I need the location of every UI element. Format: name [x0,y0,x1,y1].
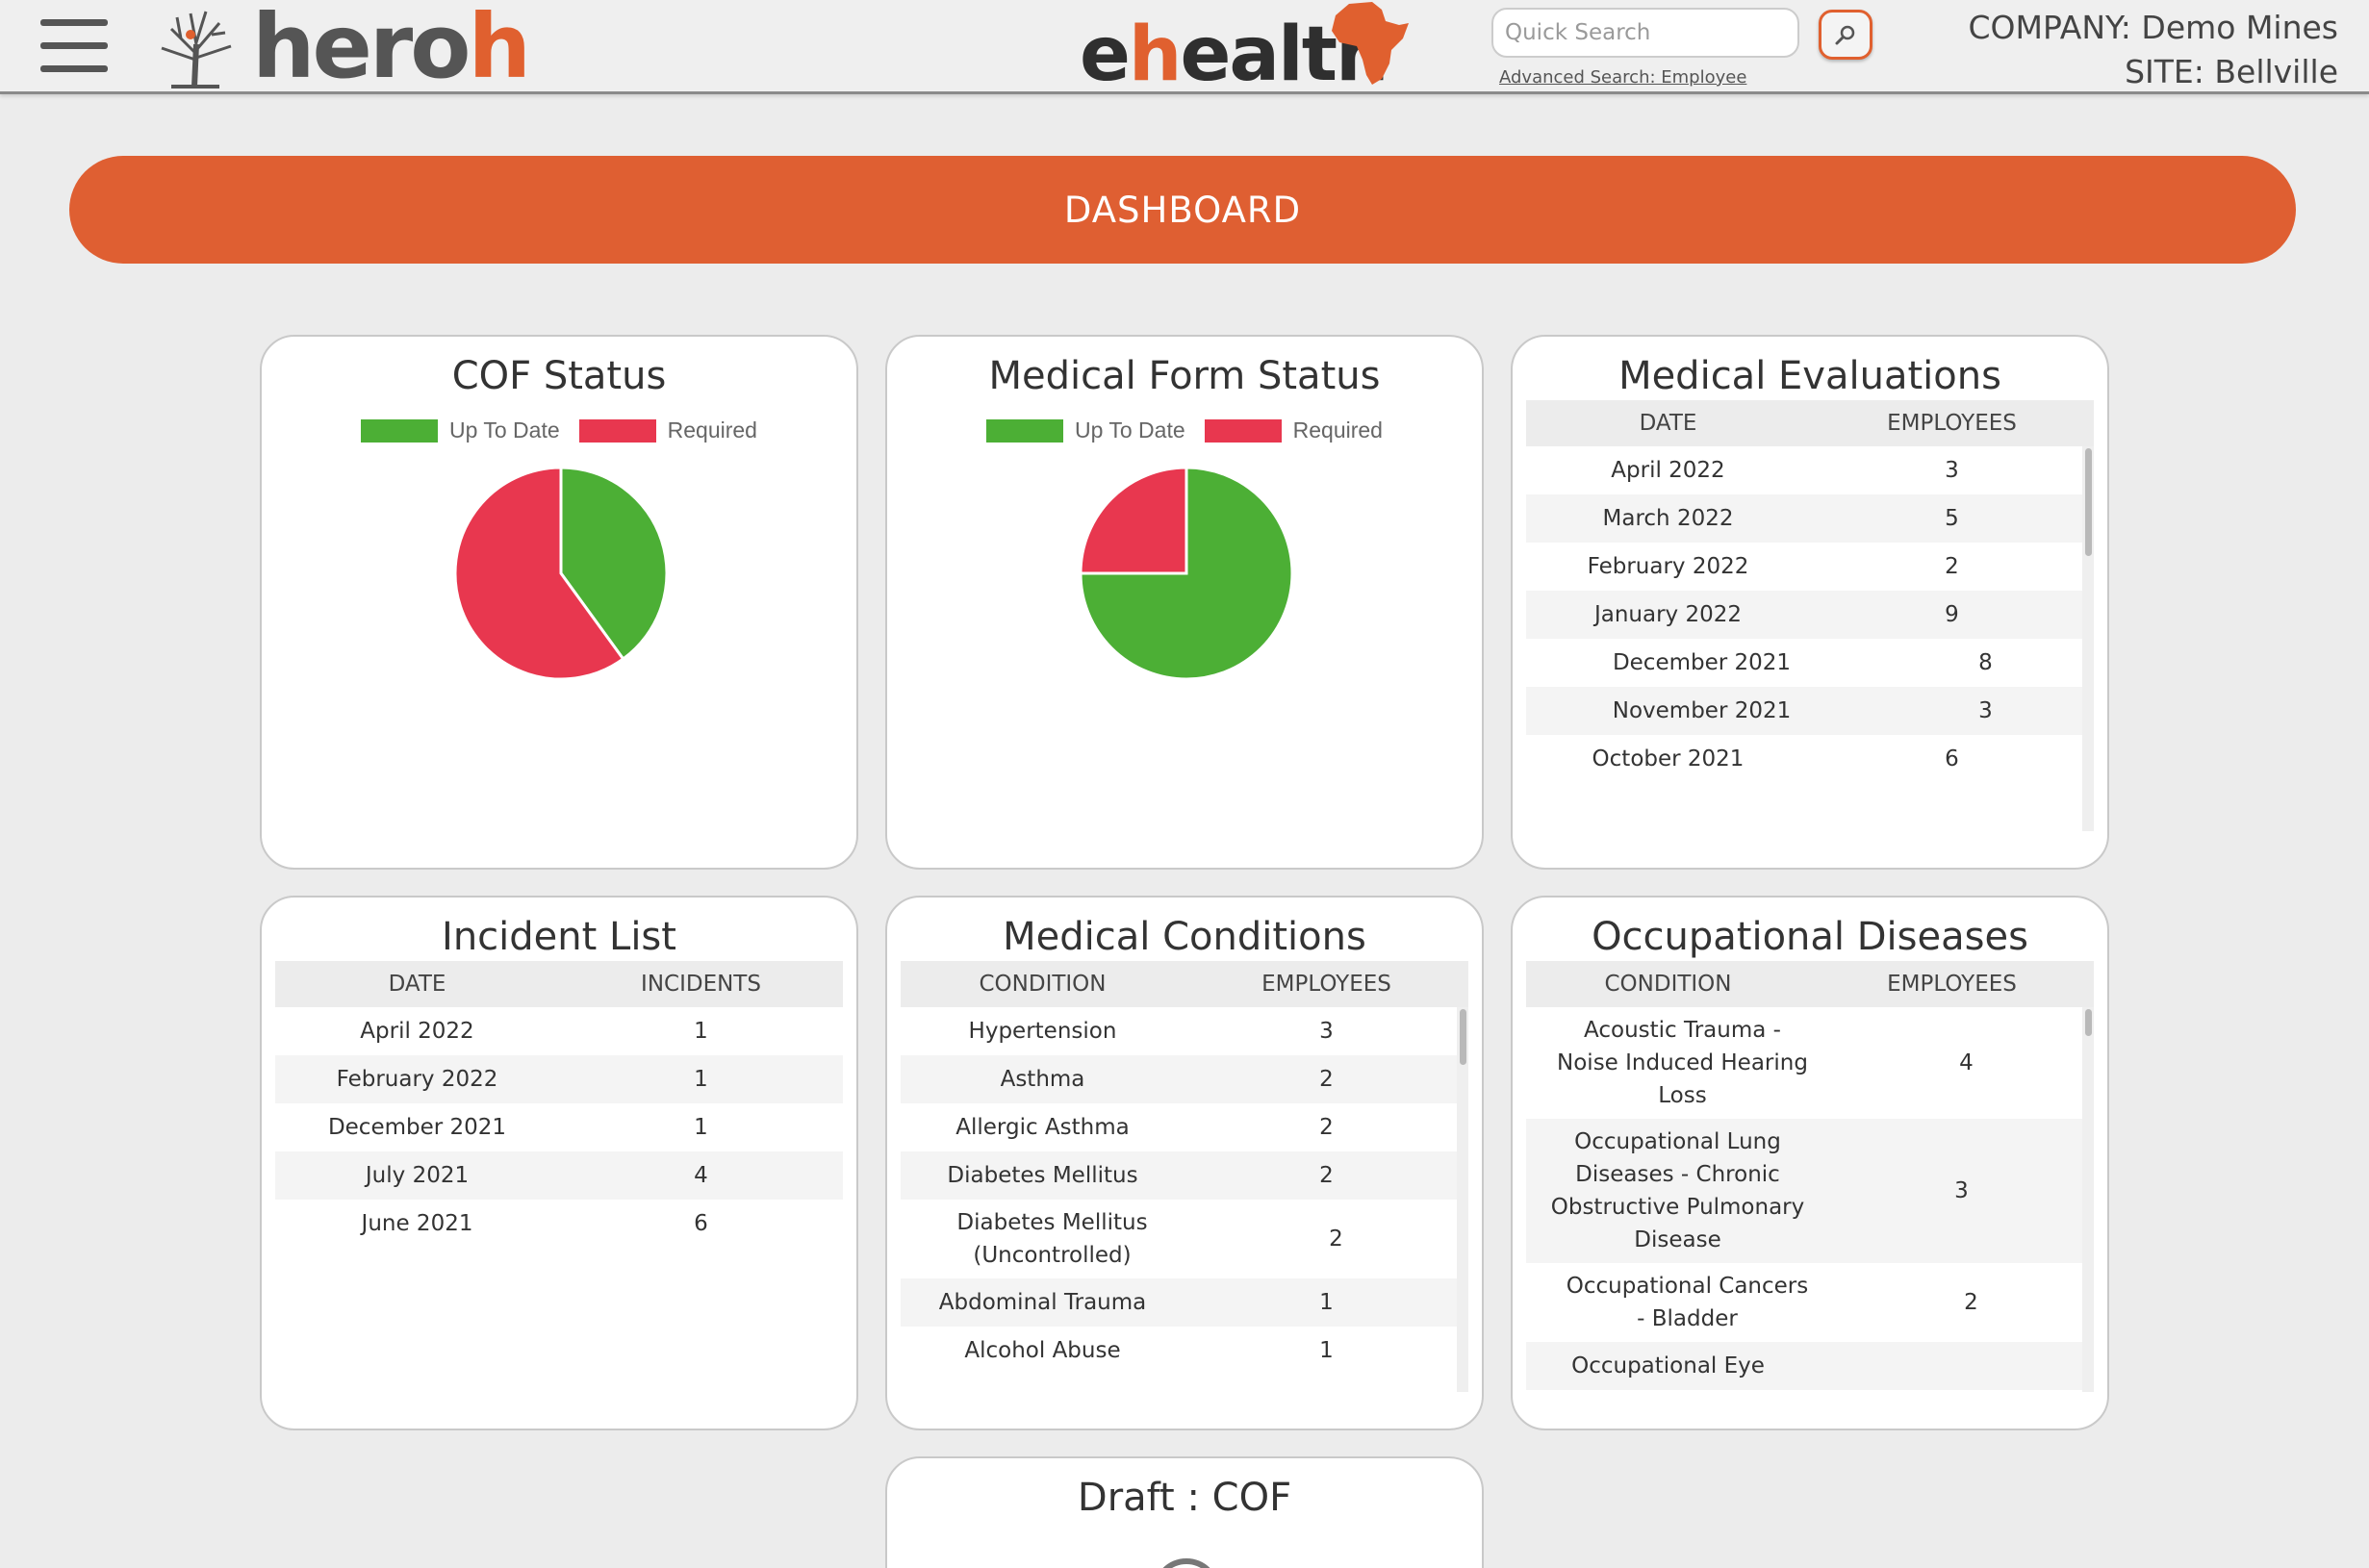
card-title: Incident List [442,915,676,959]
table-header: DATE INCIDENTS [275,961,843,1007]
table-body[interactable]: April 2022 3 March 2022 5 February 2022 2 J… [1526,446,2094,831]
legend-item-up-to-date[interactable]: Up To Date [361,417,560,443]
table-row[interactable]: Abdominal Trauma 1 [901,1278,1468,1327]
table-body[interactable]: April 2022 1 February 2022 1 December 2021… [275,1007,843,1248]
table-header: DATE EMPLOYEES [1526,400,2094,446]
company-label: COMPANY: Demo Mines [1968,9,2338,46]
table-row[interactable]: April 2022 1 [360,1019,708,1044]
card-title: Medical Conditions [1003,915,1366,959]
card-title: Medical Form Status [988,354,1381,398]
scrollbar[interactable] [1457,1007,1468,1392]
card-title: Occupational Diseases [1592,915,2028,959]
occupational-diseases-table: CONDITION EMPLOYEES Acoustic Trauma - No… [1526,961,2094,1392]
table-row[interactable]: Allergic Asthma 2 [955,1115,1334,1140]
table-row[interactable]: November 2021 3 [1526,687,2094,735]
tree-logo-icon [161,11,232,89]
table-row[interactable]: December 2021 8 [1612,650,1993,675]
card-title: Medical Evaluations [1618,354,2001,398]
column-header-date[interactable]: DATE [1639,411,1697,436]
page-title: DASHBOARD [1063,189,1302,231]
occupational-diseases-card: Occupational Diseases CONDITION EMPLOYEE… [1511,896,2109,1430]
pie-slice-required[interactable] [1079,466,1188,575]
table-row[interactable]: Asthma 2 [901,1055,1468,1103]
table-row[interactable]: Occupational Eye [1526,1342,2094,1390]
top-bar: heroh ehealth Advanced Search: Employee … [0,0,2369,98]
site-label: SITE: Bellville [2125,53,2338,90]
medical-form-status-pie-chart [1079,466,1294,681]
column-header-date[interactable]: DATE [388,972,446,997]
search-icon [1835,25,1855,45]
card-title: COF Status [451,354,667,398]
medical-conditions-table: CONDITION EMPLOYEES Hypertension 3 Asthma… [901,961,1468,1392]
scrollbar[interactable] [2082,446,2094,831]
medical-form-status-card: Medical Form Status Up To Date Required [885,335,1484,870]
table-body[interactable]: Acoustic Trauma - Noise Induced Hearing … [1526,1007,2094,1392]
chart-legend: Up To Date Required [887,417,1482,443]
chart-placeholder [1153,1558,1220,1568]
cof-status-pie-chart [453,466,669,681]
table-row[interactable]: February 2022 1 [275,1055,843,1103]
africa-map-icon [1332,2,1409,85]
column-header-employees[interactable]: EMPLOYEES [1887,411,2017,436]
column-header-incidents[interactable]: INCIDENTS [641,972,761,997]
menu-icon[interactable] [40,19,108,73]
table-row[interactable]: February 2022 2 [1587,554,1959,579]
column-header-employees[interactable]: EMPLOYEES [1261,972,1391,997]
dashboard-banner: DASHBOARD [69,156,2296,264]
table-row[interactable]: March 2022 5 [1526,494,2094,543]
medical-evaluations-card: Medical Evaluations DATE EMPLOYEES April… [1511,335,2109,870]
table-row[interactable]: Hypertension 3 [968,1019,1334,1044]
draft-cof-card: Draft : COF [885,1456,1484,1568]
column-header-employees[interactable]: EMPLOYEES [1887,972,2017,997]
table-row[interactable]: Occupational Lung Diseases - Chronic Obs… [1526,1119,2094,1263]
table-row[interactable]: Acoustic Trauma - Noise Induced Hearing … [1557,1018,1974,1108]
table-row[interactable]: Occupational Cancers - Bladder 2 [1566,1274,1978,1331]
chart-legend: Up To Date Required [262,417,856,443]
table-row[interactable]: Alcohol Abuse 1 [964,1338,1334,1363]
table-row[interactable]: December 2021 1 [327,1115,708,1140]
quick-search-input[interactable] [1491,8,1799,58]
pie-slice-up-to-date[interactable] [559,466,669,662]
pie-slice-required[interactable] [453,466,625,681]
table-header: CONDITION EMPLOYEES [1526,961,2094,1007]
legend-item-required[interactable]: Required [578,417,757,443]
column-header-condition[interactable]: CONDITION [979,972,1107,997]
heroh-logo: heroh [252,0,531,98]
medical-evaluations-table: DATE EMPLOYEES April 2022 3 March 2022 5 F… [1526,400,2094,831]
incident-list-card: Incident List DATE INCIDENTS April 2022 1… [260,896,858,1430]
table-header: CONDITION EMPLOYEES [901,961,1468,1007]
table-row[interactable]: July 2021 4 [275,1151,843,1200]
advanced-search-link[interactable]: Advanced Search: Employee [1499,67,1747,88]
legend-item-up-to-date[interactable]: Up To Date [986,417,1185,443]
medical-conditions-card: Medical Conditions CONDITION EMPLOYEES H… [885,896,1484,1430]
column-header-condition[interactable]: CONDITION [1604,972,1732,997]
company-site-info: COMPANY: Demo Mines SITE: Bellville [1968,6,2338,94]
table-body[interactable]: Hypertension 3 Asthma 2 Allergic Asthma 2 D… [901,1007,1468,1392]
card-title: Draft : COF [1077,1476,1292,1520]
table-row[interactable]: October 2021 6 [1592,746,1959,771]
table-row[interactable]: April 2022 3 [1611,458,1959,483]
table-row[interactable]: Diabetes Mellitus 2 [901,1151,1468,1200]
incident-list-table: DATE INCIDENTS April 2022 1 February 2022… [275,961,843,1248]
table-row[interactable]: June 2021 6 [361,1211,708,1236]
scrollbar[interactable] [2082,1007,2094,1392]
legend-item-required[interactable]: Required [1204,417,1383,443]
table-row[interactable]: Diabetes Mellitus (Uncontrolled) 2 [956,1210,1343,1268]
ehealth-logo: ehealth [1080,12,1389,98]
cof-status-card: COF Status Up To Date Required [260,335,858,870]
table-row[interactable]: January 2022 9 [1526,591,2094,639]
search-button[interactable] [1819,10,1872,60]
